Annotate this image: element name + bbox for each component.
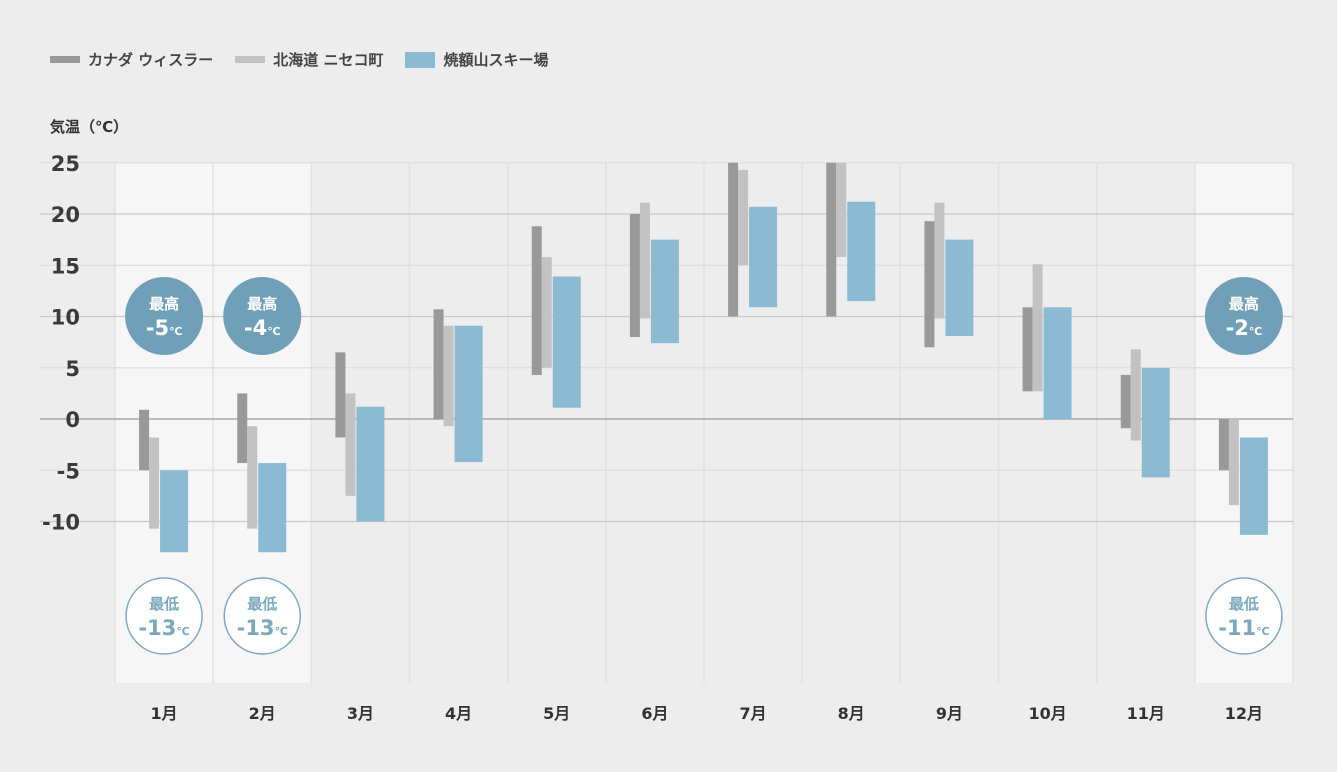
badge-high-circle bbox=[223, 277, 302, 355]
bar-series1-3 bbox=[335, 352, 346, 438]
y-tick-label: 25 bbox=[51, 152, 80, 176]
y-tick-label: -5 bbox=[57, 459, 80, 483]
badge-low-label: 最低 bbox=[1229, 595, 1259, 613]
legend-label-whistler: カナダ ウィスラー bbox=[88, 51, 214, 69]
legend-label-yakebitaiyama: 焼額山スキー場 bbox=[443, 51, 549, 69]
legend-swatch-niseko bbox=[235, 56, 266, 63]
bar-series3-11 bbox=[1141, 367, 1170, 478]
badge-group-2: 最高 -4℃ 最低 -13℃ bbox=[223, 277, 302, 655]
bar-series1-9 bbox=[924, 221, 935, 348]
bar-series3-2 bbox=[258, 463, 287, 553]
legend-swatch-whistler bbox=[50, 56, 80, 63]
y-axis-label: 気温（℃） bbox=[50, 118, 129, 136]
y-tick-label: 5 bbox=[65, 357, 80, 381]
badge-group-12: 最高 -2℃ 最低 -11℃ bbox=[1204, 277, 1283, 655]
y-tick-label: -10 bbox=[42, 511, 80, 535]
badge-low-value: -13℃ bbox=[138, 616, 189, 640]
bar-series2-4 bbox=[443, 325, 454, 427]
badge-low-value: -11℃ bbox=[1218, 616, 1269, 640]
badge-low-value: -13℃ bbox=[237, 616, 288, 640]
bar-series2-12 bbox=[1228, 419, 1239, 506]
bar-series2-10 bbox=[1032, 264, 1043, 392]
y-tick-label: 15 bbox=[51, 254, 80, 278]
badge-high-value: -4℃ bbox=[244, 316, 281, 340]
bar-series1-7 bbox=[728, 162, 739, 317]
badge-high-value: -5℃ bbox=[146, 316, 183, 340]
legend-item-whistler: カナダ ウィスラー bbox=[50, 49, 213, 70]
badge-low-circle bbox=[223, 577, 301, 655]
x-tick-label: 9月 bbox=[936, 704, 963, 723]
x-tick-label: 8月 bbox=[838, 704, 865, 723]
bar-series3-8 bbox=[847, 201, 876, 302]
badge-low-circle bbox=[1205, 577, 1283, 655]
badge-high-label: 最高 bbox=[247, 295, 277, 313]
y-tick-label: 0 bbox=[65, 408, 80, 432]
bar-series1-11 bbox=[1120, 374, 1131, 429]
bar-series3-10 bbox=[1043, 307, 1072, 419]
bar-series1-10 bbox=[1022, 307, 1033, 392]
x-tick-label: 7月 bbox=[740, 704, 767, 723]
bar-series2-5 bbox=[541, 257, 552, 368]
x-tick-label: 6月 bbox=[641, 704, 668, 723]
bar-series1-4 bbox=[433, 309, 444, 419]
bar-series1-8 bbox=[826, 162, 837, 317]
bar-series1-2 bbox=[237, 393, 248, 464]
x-tick-label: 1月 bbox=[151, 704, 178, 723]
legend-label-niseko: 北海道 ニセコ町 bbox=[273, 51, 384, 69]
badge-low-label: 最低 bbox=[247, 595, 277, 613]
bar-series3-5 bbox=[552, 276, 581, 408]
bar-series2-9 bbox=[934, 202, 945, 319]
x-tick-label: 2月 bbox=[249, 704, 276, 723]
badge-high-label: 最高 bbox=[149, 295, 179, 313]
bar-series2-7 bbox=[738, 169, 749, 266]
badge-group-1: 最高 -5℃ 最低 -13℃ bbox=[125, 277, 204, 655]
bar-series2-3 bbox=[345, 393, 356, 496]
badge-high-circle bbox=[1204, 277, 1283, 355]
bar-series3-1 bbox=[160, 470, 189, 553]
bar-series1-5 bbox=[531, 226, 542, 375]
bar-series1-1 bbox=[139, 409, 150, 471]
bar-series3-9 bbox=[945, 239, 974, 336]
x-tick-label: 3月 bbox=[347, 704, 374, 723]
legend-swatch-yakebitaiyama bbox=[405, 51, 436, 68]
x-tick-label: 4月 bbox=[445, 704, 472, 723]
y-tick-label: 20 bbox=[51, 203, 80, 227]
bar-series3-7 bbox=[749, 206, 778, 308]
bar-series2-8 bbox=[836, 162, 847, 258]
bar-series1-12 bbox=[1218, 419, 1229, 471]
legend: カナダ ウィスラー 北海道 ニセコ町 焼額山スキー場 bbox=[50, 49, 570, 70]
x-tick-label: 10月 bbox=[1028, 704, 1066, 723]
badge-high-label: 最高 bbox=[1229, 295, 1259, 313]
badge-low-circle bbox=[125, 577, 203, 655]
x-tick-label: 12月 bbox=[1225, 704, 1263, 723]
bar-series3-3 bbox=[356, 406, 385, 522]
bar-series2-11 bbox=[1130, 349, 1141, 441]
legend-item-niseko: 北海道 ニセコ町 bbox=[235, 49, 383, 70]
x-tick-label: 5月 bbox=[543, 704, 570, 723]
badge-high-value: -2℃ bbox=[1226, 316, 1263, 340]
bar-series2-6 bbox=[639, 202, 650, 319]
badge-low-label: 最低 bbox=[149, 595, 179, 613]
legend-item-yakebitaiyama: 焼額山スキー場 bbox=[405, 49, 548, 70]
bar-series1-6 bbox=[629, 214, 640, 337]
bar-series3-6 bbox=[650, 239, 679, 344]
bar-series3-12 bbox=[1239, 437, 1268, 535]
bar-series2-1 bbox=[149, 437, 160, 529]
y-tick-label: 10 bbox=[51, 306, 80, 330]
bar-series2-2 bbox=[247, 426, 258, 529]
bar-series3-4 bbox=[454, 325, 483, 463]
badge-high-circle bbox=[125, 277, 204, 355]
x-tick-label: 11月 bbox=[1127, 704, 1165, 723]
